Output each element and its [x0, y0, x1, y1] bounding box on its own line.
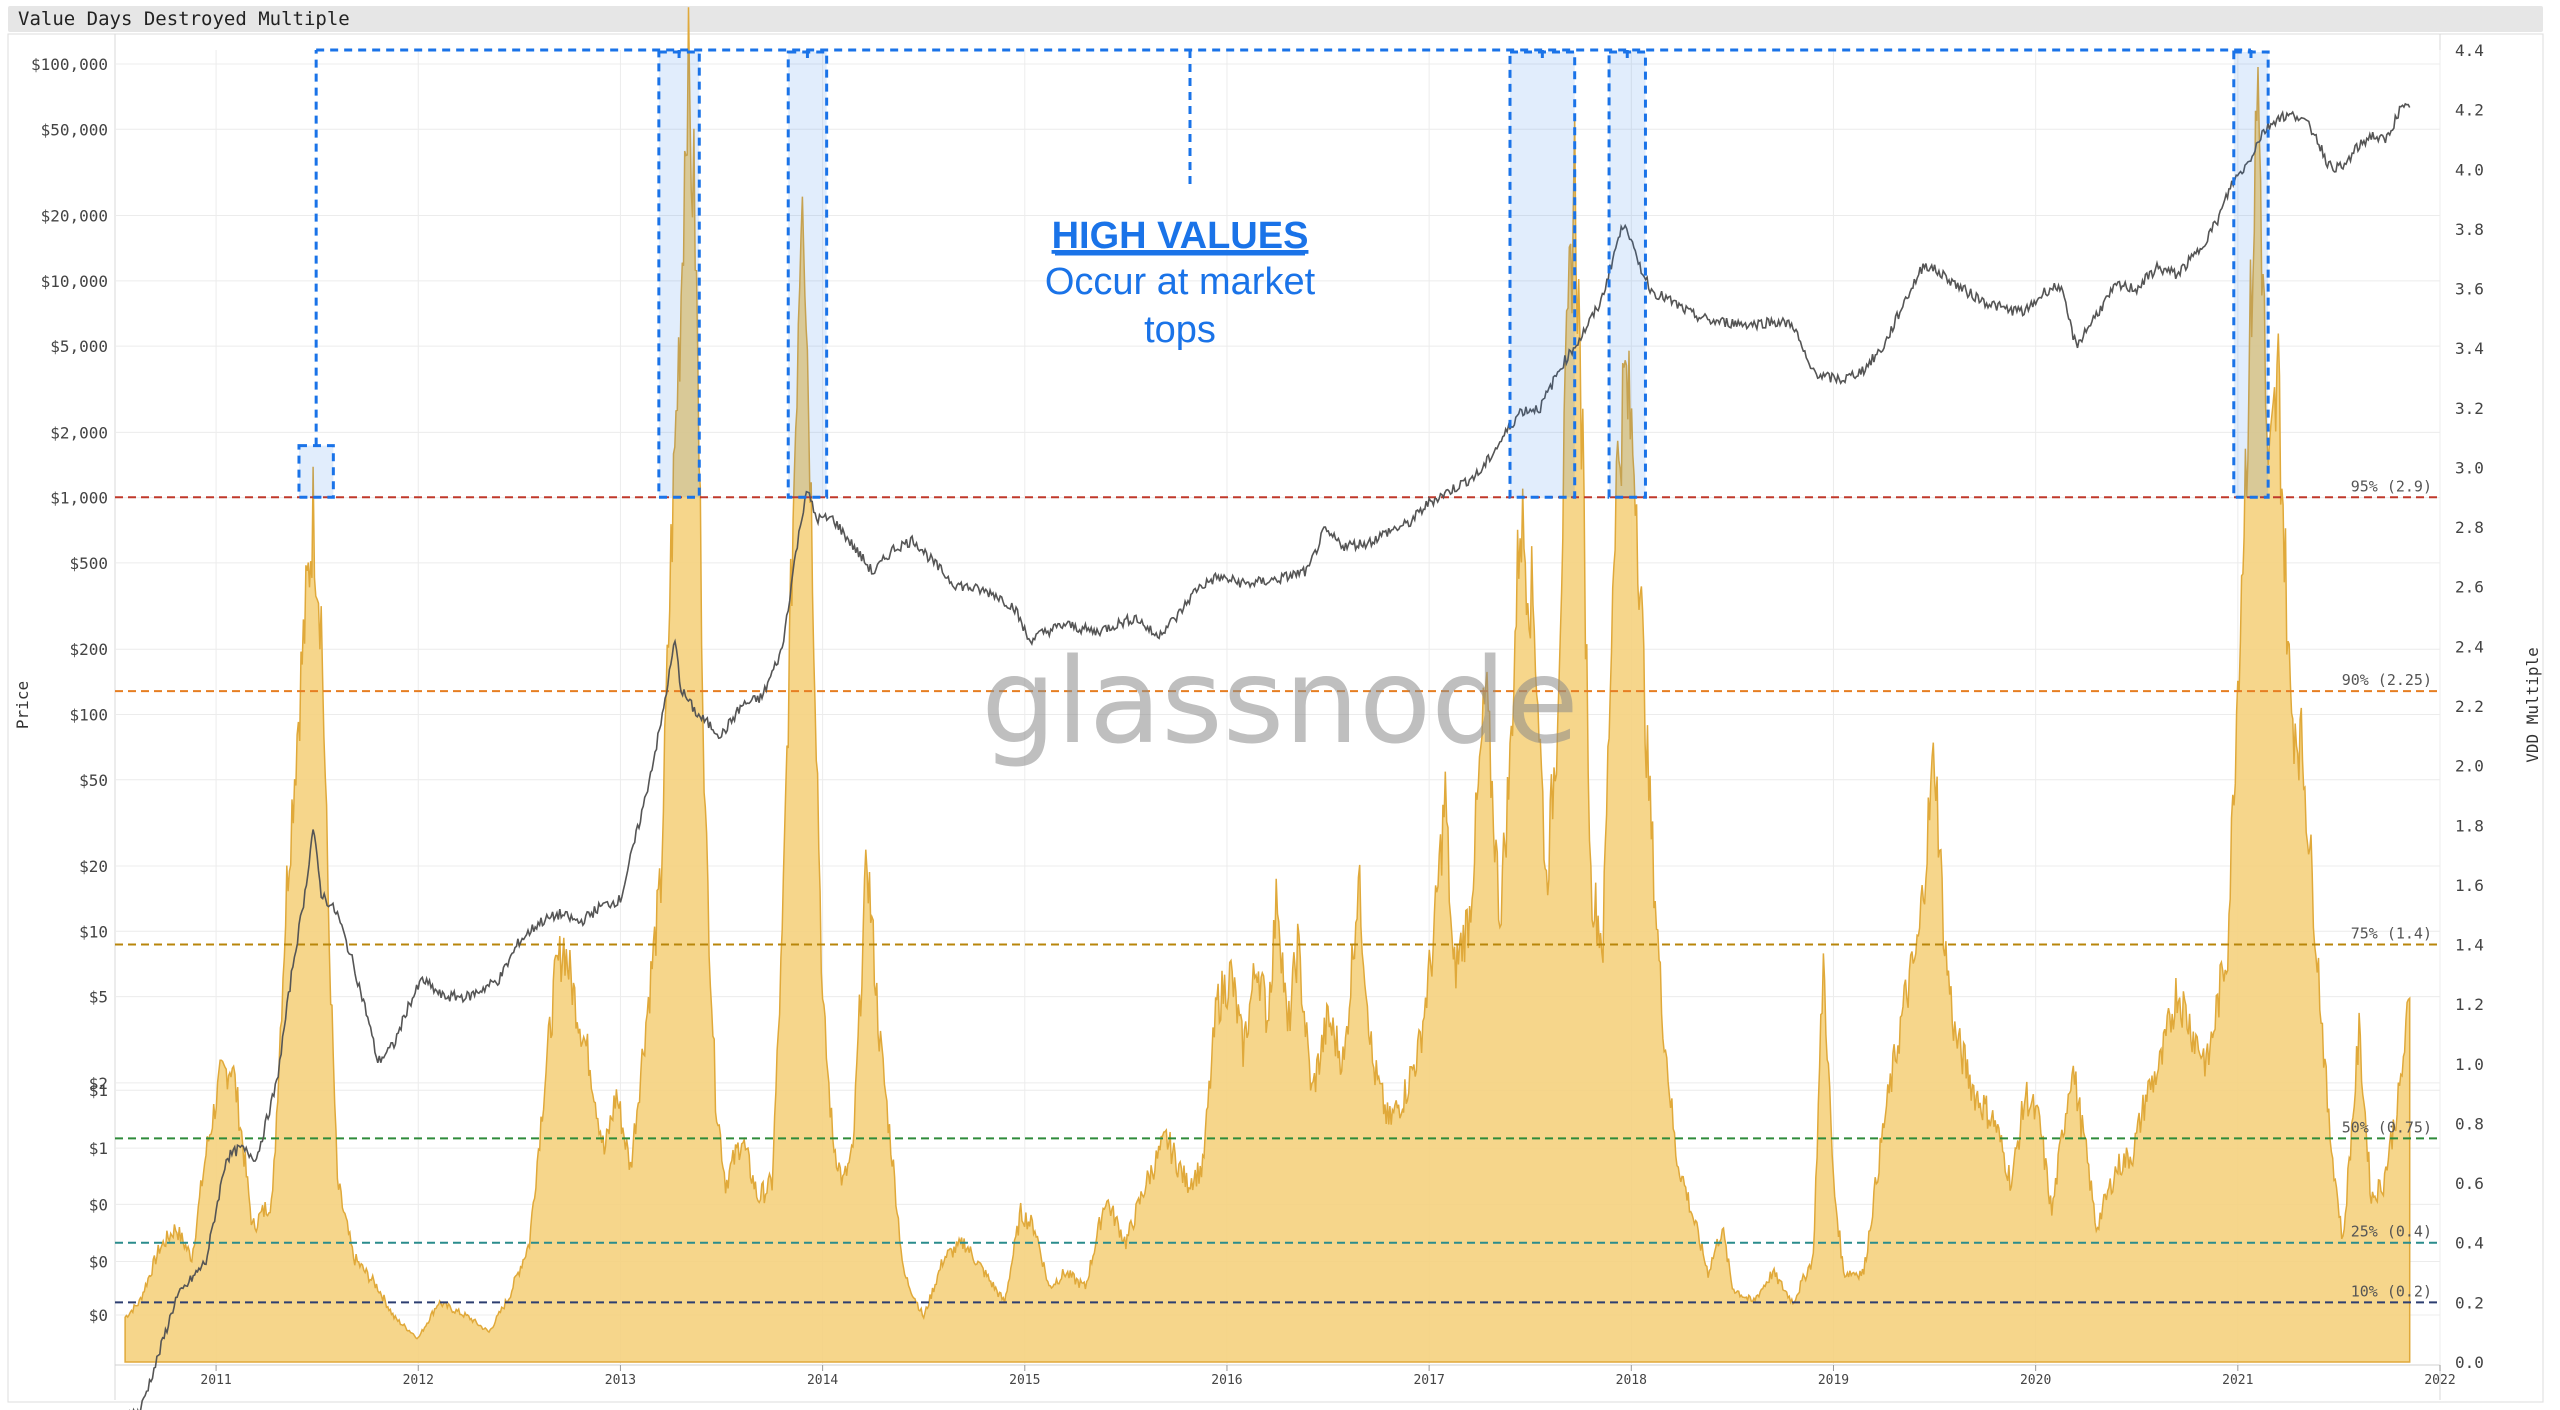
right-tick-label: 3.4	[2455, 339, 2484, 358]
percentile-label: 10% (0.2)	[2351, 1282, 2432, 1300]
x-tick-label: 2019	[1818, 1373, 1849, 1388]
right-tick-label: 1.0	[2455, 1055, 2484, 1074]
right-tick-label: 2.8	[2455, 518, 2484, 537]
left-tick-label: $10	[79, 922, 108, 941]
left-tick-label: $20	[79, 857, 108, 876]
right-axis-title: VDD Multiple	[2523, 647, 2542, 763]
plot-frame	[7, 33, 2544, 1403]
left-tick-label: $2,000	[50, 423, 108, 442]
left-tick-label: $0	[89, 1253, 108, 1272]
left-tick-label: $1,000	[50, 489, 108, 508]
percentile-label: 90% (2.25)	[2342, 671, 2432, 689]
left-tick-label: $10,000	[41, 272, 108, 291]
x-tick-label: 2011	[200, 1373, 231, 1388]
top-highlight-box	[786, 50, 829, 499]
chart-title: Value Days Destroyed Multiple	[18, 8, 350, 30]
x-tick-label: 2016	[1211, 1373, 1242, 1388]
percentile-label: 75% (1.4)	[2351, 925, 2432, 943]
price-line	[129, 102, 2411, 1410]
percentile-label: 25% (0.4)	[2351, 1223, 2432, 1241]
top-highlight-box	[297, 444, 335, 499]
x-tick-label: 2021	[2222, 1373, 2253, 1388]
x-tick-label: 2015	[1009, 1373, 1040, 1388]
x-tick-label: 2017	[1413, 1373, 1444, 1388]
left-tick-label: $200	[69, 640, 108, 659]
right-tick-label: 0.0	[2455, 1353, 2484, 1372]
x-tick-label: 2022	[2424, 1373, 2455, 1388]
left-tick-label: $50,000	[41, 120, 108, 139]
chart-title-bar: Value Days Destroyed Multiple	[8, 6, 2543, 32]
top-highlight-box	[657, 50, 701, 499]
x-tick-label: 2018	[1616, 1373, 1647, 1388]
top-highlight-box	[2232, 50, 2270, 499]
annotation-heading: HIGH VALUES	[1052, 215, 1309, 257]
left-tick-label: $2	[89, 1074, 108, 1093]
right-tick-label: 0.2	[2455, 1293, 2484, 1312]
right-tick-label: 4.4	[2455, 41, 2484, 60]
percentile-lines: 95% (2.9) 90% (2.25) 75% (1.4) 50% (0.75) 25…	[115, 477, 2440, 1304]
x-tick-label: 2012	[403, 1373, 434, 1388]
right-tick-label: 0.4	[2455, 1234, 2484, 1253]
left-tick-label: $20,000	[41, 207, 108, 226]
right-tick-label: 1.4	[2455, 936, 2484, 955]
left-tick-label: $50	[79, 771, 108, 790]
annotation-line-1: Occur at market	[1045, 261, 1316, 303]
axes: $0$0$0$1$1$2$5$10$20$50$100$200$500$1,00…	[13, 41, 2542, 1388]
x-tick-label: 2013	[605, 1373, 636, 1388]
left-tick-label: $5	[89, 988, 108, 1007]
right-tick-label: 3.6	[2455, 280, 2484, 299]
x-tick-label: 2020	[2020, 1373, 2051, 1388]
top-highlights	[297, 48, 2270, 499]
watermark-group: glassnode	[981, 632, 1578, 770]
annotation-line-2: tops	[1144, 309, 1216, 351]
percentile-label: 50% (0.75)	[2342, 1118, 2432, 1136]
left-tick-label: $100,000	[31, 55, 108, 74]
left-tick-label: $5,000	[50, 337, 108, 356]
left-tick-label: $1	[89, 1139, 108, 1158]
left-tick-label: $0	[89, 1306, 108, 1325]
percentile-label: 95% (2.9)	[2351, 477, 2432, 495]
right-tick-label: 2.2	[2455, 697, 2484, 716]
right-tick-label: 0.6	[2455, 1174, 2484, 1193]
right-tick-label: 4.2	[2455, 101, 2484, 120]
right-tick-label: 2.0	[2455, 757, 2484, 776]
price-series	[129, 102, 2411, 1410]
right-tick-label: 2.6	[2455, 578, 2484, 597]
top-highlight-box	[1607, 50, 1647, 499]
x-tick-label: 2014	[807, 1373, 838, 1388]
right-tick-label: 1.8	[2455, 816, 2484, 835]
annotation: HIGH VALUES Occur at market tops	[1045, 215, 1316, 351]
right-tick-label: 2.4	[2455, 637, 2484, 656]
left-tick-label: $1	[89, 1081, 108, 1100]
left-tick-label: $100	[69, 705, 108, 724]
right-tick-label: 0.8	[2455, 1114, 2484, 1133]
right-tick-label: 1.6	[2455, 876, 2484, 895]
right-tick-label: 3.0	[2455, 458, 2484, 477]
right-tick-label: 1.2	[2455, 995, 2484, 1014]
right-tick-label: 4.0	[2455, 160, 2484, 179]
watermark: glassnode	[981, 632, 1578, 770]
left-tick-label: $500	[69, 554, 108, 573]
right-tick-label: 3.8	[2455, 220, 2484, 239]
left-tick-label: $0	[89, 1195, 108, 1214]
right-tick-label: 3.2	[2455, 399, 2484, 418]
left-axis-title: Price	[13, 681, 32, 729]
top-highlight-box	[1508, 50, 1577, 499]
